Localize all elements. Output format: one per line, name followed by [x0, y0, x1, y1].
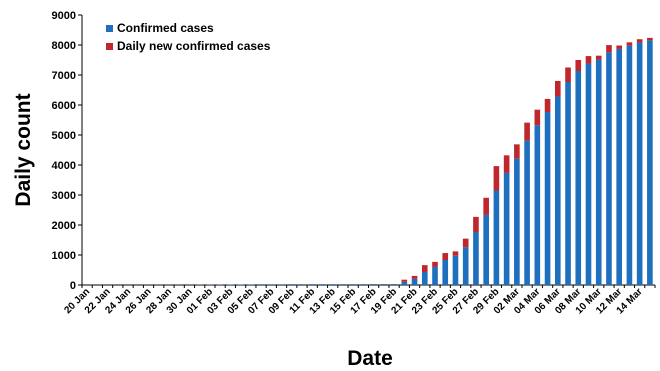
- bar-confirmed: [534, 125, 541, 285]
- legend-swatch-daily-new: [106, 43, 113, 50]
- bar-daily-new: [575, 59, 582, 71]
- y-tick-label: 3000: [52, 190, 76, 202]
- bar-daily-new: [514, 144, 520, 159]
- bar-confirmed: [565, 81, 571, 286]
- bar-confirmed: [340, 284, 346, 285]
- bar-confirmed: [616, 48, 623, 286]
- bar-daily-new: [473, 216, 479, 233]
- bar-confirmed: [268, 284, 275, 285]
- bar-confirmed: [483, 214, 489, 285]
- bar-confirmed: [432, 266, 438, 285]
- bar-confirmed: [319, 284, 326, 285]
- bar-daily-new: [595, 55, 602, 60]
- bar-confirmed: [595, 59, 602, 285]
- y-tick-label: 7000: [52, 70, 76, 82]
- y-tick-label: 6000: [52, 100, 76, 112]
- bar-confirmed: [421, 272, 428, 285]
- y-tick-label: 5000: [52, 130, 76, 142]
- bar-confirmed: [462, 247, 469, 285]
- bar-daily-new: [606, 45, 612, 53]
- bar-daily-new: [452, 251, 459, 256]
- bar-confirmed: [626, 45, 633, 285]
- bar-confirmed: [585, 63, 592, 285]
- bar-daily-new: [534, 109, 541, 126]
- bar-daily-new: [483, 197, 489, 215]
- bar-daily-new: [585, 56, 592, 64]
- legend-label-confirmed: Confirmed cases: [117, 21, 214, 35]
- bar-confirmed: [493, 190, 500, 285]
- y-axis: 0 1000 2000 3000 4000 5000 6000 7000 8000 9000: [52, 10, 83, 292]
- bar-daily-new: [401, 279, 408, 282]
- bar-daily-new: [616, 45, 623, 49]
- bar-confirmed: [278, 284, 285, 285]
- y-tick-label: 4000: [52, 160, 76, 172]
- bar-confirmed: [288, 284, 295, 285]
- bar-confirmed: [503, 172, 510, 285]
- bar-confirmed: [544, 112, 551, 286]
- bar-confirmed: [575, 70, 582, 285]
- y-axis-title: Daily count: [12, 93, 35, 206]
- bar-confirmed: [309, 284, 316, 285]
- bar-daily-new: [626, 42, 633, 46]
- bar-confirmed: [360, 284, 367, 285]
- bar-daily-new: [421, 265, 428, 273]
- legend: Confirmed cases Daily new confirmed case…: [106, 21, 271, 53]
- bar-confirmed: [248, 284, 254, 285]
- bar-confirmed: [636, 42, 643, 285]
- y-tick-label: 2000: [52, 220, 76, 232]
- bar-confirmed: [370, 284, 377, 285]
- bar-confirmed: [411, 278, 418, 285]
- bar-daily-new: [411, 275, 418, 279]
- bar-confirmed: [381, 284, 387, 285]
- legend-swatch-confirmed: [106, 25, 113, 32]
- y-tick-label: 1000: [52, 250, 76, 262]
- bar-daily-new: [442, 253, 449, 261]
- bar-confirmed: [473, 232, 479, 285]
- bar-confirmed: [554, 96, 561, 285]
- bar-confirmed: [401, 281, 408, 285]
- bar-confirmed: [647, 40, 653, 285]
- bar-confirmed: [258, 284, 264, 285]
- bars: [84, 37, 653, 286]
- bar-confirmed: [452, 255, 459, 285]
- bar-confirmed: [514, 158, 520, 285]
- bar-daily-new: [647, 37, 653, 41]
- bar-daily-new: [432, 261, 438, 267]
- bar-confirmed: [329, 284, 336, 285]
- legend-label-daily-new: Daily new confirmed cases: [117, 39, 271, 53]
- bar-confirmed: [606, 52, 612, 285]
- x-axis-title: Date: [347, 347, 393, 370]
- bar-confirmed: [442, 260, 449, 285]
- bar-confirmed: [524, 140, 530, 285]
- bar-daily-new: [636, 39, 643, 43]
- bar-confirmed: [391, 284, 397, 285]
- y-tick-label: 8000: [52, 40, 76, 52]
- bar-confirmed: [299, 284, 305, 285]
- bar-daily-new: [524, 122, 530, 141]
- y-tick-label: 9000: [52, 10, 76, 22]
- y-tick-label: 0: [70, 280, 76, 292]
- bar-daily-new: [493, 166, 500, 191]
- bar-daily-new: [462, 238, 469, 248]
- bar-daily-new: [565, 67, 571, 82]
- bar-daily-new: [554, 80, 561, 97]
- bar-daily-new: [544, 98, 551, 113]
- bar-confirmed: [350, 284, 356, 285]
- bar-daily-new: [503, 155, 510, 173]
